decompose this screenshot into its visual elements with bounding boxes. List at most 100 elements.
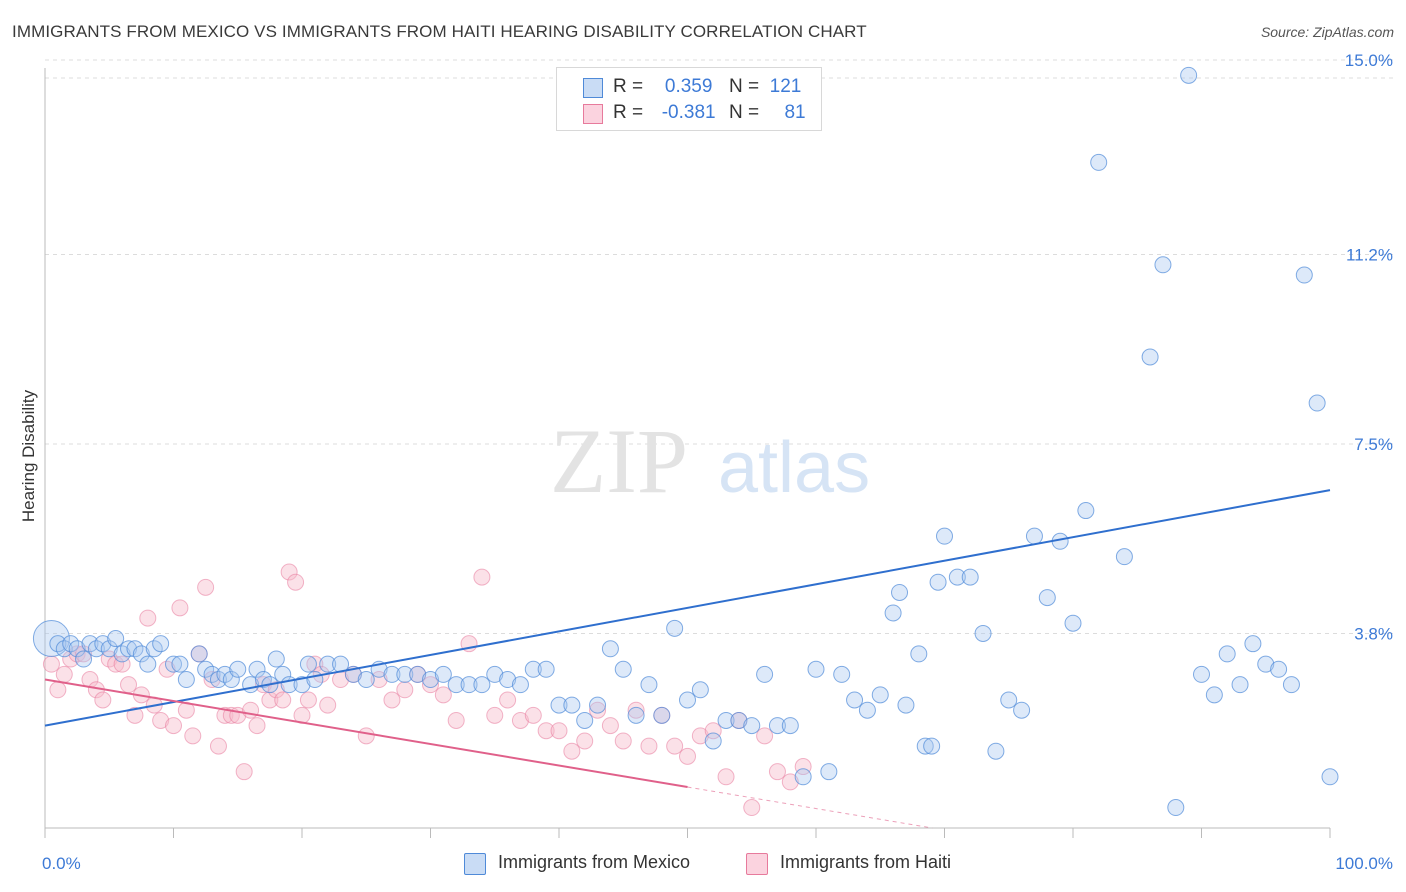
data-point-mexico [409,665,427,683]
data-point-mexico [299,655,317,673]
data-point-mexico [691,681,709,699]
data-point-mexico [75,650,93,668]
data-point-haiti [717,768,735,786]
data-point-mexico [1180,66,1198,84]
data-point-haiti [640,737,658,755]
data-point-haiti [197,578,215,596]
trend-line-mexico [44,489,1331,727]
data-point-mexico [171,655,189,673]
data-point-mexico [1000,691,1018,709]
data-point-mexico [422,671,439,689]
data-point-mexico [120,640,138,658]
data-point-haiti [486,706,504,724]
data-point-mexico [1205,686,1223,704]
data-point-mexico [891,583,909,601]
data-point-haiti [704,722,722,740]
data-point-mexico [858,701,876,719]
data-point-haiti [165,717,182,735]
data-point-mexico [1025,527,1043,545]
legend-n-value: 121 [769,76,802,97]
data-point-mexico [974,624,992,642]
data-point-mexico [1013,701,1031,719]
data-point-haiti [679,747,696,765]
bottom-legend-label-mexico: Immigrants from Mexico [498,852,691,872]
data-point-mexico [794,768,812,786]
data-point-mexico [68,640,86,658]
data-point-mexico [486,665,504,683]
data-point-haiti [691,727,709,745]
data-point-haiti [524,706,542,724]
data-point-mexico [897,696,915,714]
data-point-haiti [447,711,465,729]
data-point-mexico [627,706,645,724]
data-point-mexico [563,696,581,714]
data-point-mexico [666,619,684,637]
data-point-mexico [524,660,542,678]
trend-line-haiti-extension [687,786,933,829]
data-point-haiti [261,691,279,709]
data-point-mexico [916,737,934,755]
data-point-haiti [627,701,645,719]
data-point-mexico [704,732,722,750]
data-point-mexico [948,568,966,586]
y-tick-label: 11.2% [1346,246,1393,265]
data-point-mexico [499,671,517,689]
data-point-mexico [679,691,696,709]
data-point-haiti [171,599,189,617]
data-point-haiti [235,763,253,781]
y-axis-title: Hearing Disability [19,389,38,522]
data-point-mexico [1115,548,1133,566]
tick-labels: 3.8% 7.5% 11.2% 15.0% 0.0% 100.0% [42,51,1393,873]
data-point-haiti [120,676,138,694]
legend-swatch-mexico [583,78,603,98]
data-point-mexico [1193,665,1210,683]
data-point-mexico [383,665,401,683]
data-point-mexico [293,676,311,694]
data-point-haiti [614,732,632,750]
data-point-haiti [768,763,786,781]
data-point-mexico [1038,589,1056,607]
data-point-haiti [499,691,517,709]
data-point-haiti [576,732,594,750]
data-point-mexico [1090,153,1108,171]
data-point-haiti [563,742,581,760]
data-point-mexico [190,645,208,663]
data-point-mexico [248,660,266,678]
data-point-haiti [216,706,234,724]
data-point-mexico [589,696,607,714]
data-point-mexico [1257,655,1275,673]
data-point-haiti [49,681,67,699]
data-point-haiti [357,727,375,745]
legend-n-label: N = [728,102,760,123]
data-point-mexico [165,655,182,673]
data-point-mexico [756,665,774,683]
data-point-mexico [473,676,491,694]
data-point-haiti [139,609,157,627]
data-point-mexico [717,711,735,729]
data-point-haiti [511,711,529,729]
data-point-mexico [447,676,465,694]
x-tick-label: 100.0% [1335,854,1393,873]
data-point-mexico [640,676,658,694]
data-point-haiti [794,758,812,776]
data-point-haiti [319,696,337,714]
data-point-mexico [434,665,452,683]
data-point-haiti [274,691,292,709]
data-point-mexico [537,660,555,678]
legend-r-value: 0.359 [664,76,713,97]
data-point-haiti [422,676,439,694]
data-point-haiti [473,568,491,586]
data-point-haiti [396,681,414,699]
data-point-mexico [1321,768,1339,786]
data-point-mexico [1308,394,1326,412]
data-point-mexico [460,676,478,694]
data-point-mexico [936,527,953,545]
data-point-mexico [1231,676,1249,694]
data-point-mexico [614,660,632,678]
data-point-haiti [209,737,227,755]
data-point-mexico [1154,256,1172,274]
data-point-mexico [910,645,928,663]
data-point-haiti [299,691,317,709]
legend-swatch-haiti [583,104,603,124]
data-point-mexico [768,717,786,735]
